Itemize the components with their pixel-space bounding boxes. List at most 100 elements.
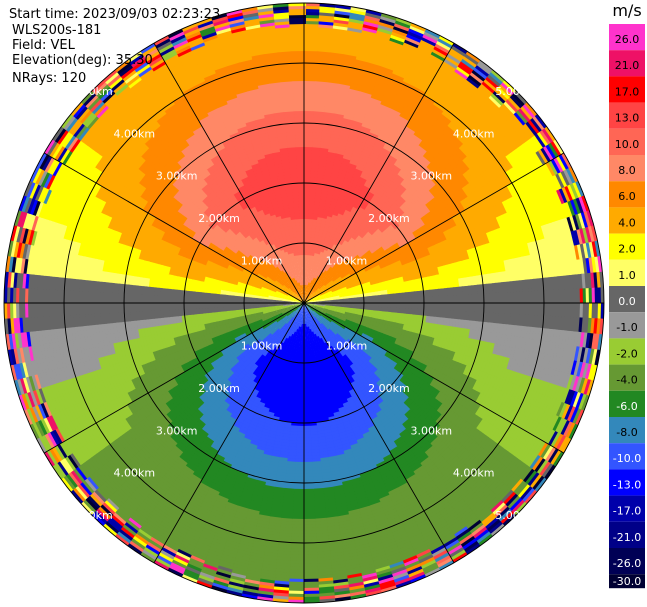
range-gate: [462, 104, 477, 117]
range-gate: [379, 184, 388, 192]
range-gate: [395, 61, 411, 71]
range-gate: [336, 177, 345, 184]
range-gate: [390, 222, 399, 230]
range-gate: [305, 293, 307, 298]
range-gate: [391, 149, 402, 158]
range-gate: [392, 229, 400, 237]
range-gate: [474, 110, 489, 124]
range-gate: [366, 204, 374, 212]
range-gate: [377, 74, 392, 83]
range-gate: [331, 124, 343, 131]
range-gate: [376, 138, 388, 146]
range-gate: [316, 287, 320, 291]
range-gate: [379, 170, 389, 178]
range-gate: [335, 98, 349, 104]
range-gate: [392, 70, 408, 79]
range-gate: [373, 143, 385, 152]
range-gate: [418, 102, 432, 113]
range-gate: [330, 130, 342, 136]
range-gate: [333, 19, 351, 25]
range-gate: [466, 119, 480, 133]
range-gate: [363, 76, 378, 84]
range-gate: [341, 185, 350, 192]
range-gate: [384, 142, 396, 151]
range-gate: [430, 159, 442, 171]
range-gate: [310, 290, 314, 294]
range-gate: [457, 63, 474, 76]
range-gate: [392, 164, 403, 173]
range-gate: [424, 151, 436, 162]
range-gate: [357, 159, 368, 167]
range-gate: [387, 171, 397, 180]
range-gate: [307, 236, 312, 241]
range-gate: [438, 115, 451, 127]
range-gate: [466, 76, 482, 90]
range-gate: [347, 24, 365, 31]
range-gate: [337, 141, 348, 147]
range-gate: [352, 117, 365, 124]
range-gate: [371, 207, 379, 215]
range-gate: [397, 56, 414, 66]
range-gate: [368, 59, 384, 67]
range-gate: [307, 284, 309, 289]
range-gate: [331, 127, 343, 134]
range-gate: [365, 70, 380, 79]
range-gate: [413, 202, 422, 212]
range-gate: [389, 195, 398, 204]
range-gate: [513, 112, 528, 128]
range-gate: [341, 214, 349, 221]
range-gate: [412, 192, 421, 202]
range-gate: [343, 114, 356, 121]
range-gate: [355, 108, 368, 116]
range-gate: [367, 212, 375, 220]
range-gate: [413, 165, 424, 175]
range-gate: [361, 122, 374, 130]
range-gate: [421, 70, 437, 81]
range-gate: [306, 298, 310, 302]
range-gate: [390, 34, 408, 44]
range-gate: [375, 33, 393, 42]
range-gate: [328, 63, 344, 70]
range-gate: [329, 57, 345, 64]
range-gate: [308, 257, 312, 262]
range-gate: [358, 156, 369, 164]
range-gate: [448, 156, 460, 168]
range-gate: [348, 18, 366, 25]
range-gate: [456, 66, 472, 79]
range-gate: [371, 47, 388, 56]
range-gate: [433, 45, 450, 58]
range-gate: [487, 74, 503, 89]
range-gate: [406, 141, 419, 151]
range-gate: [379, 18, 397, 27]
range-gate: [309, 188, 317, 193]
range-gate: [402, 77, 418, 88]
range-gate: [305, 290, 307, 295]
range-gate: [499, 105, 513, 120]
range-gate: [425, 132, 438, 143]
range-gate: [304, 65, 319, 70]
range-gate: [368, 188, 377, 196]
range-gate: [480, 124, 493, 138]
range-gate: [439, 164, 451, 176]
range-gate: [347, 94, 361, 101]
range-gate: [498, 126, 511, 141]
range-gate: [359, 38, 376, 46]
range-gate: [328, 142, 339, 148]
range-gate: [356, 182, 365, 189]
range-gate: [455, 91, 470, 104]
range-gate: [462, 56, 479, 69]
range-gate: [447, 123, 461, 135]
range-gate: [421, 155, 432, 166]
range-gate: [404, 75, 419, 85]
range-gate: [420, 121, 433, 132]
range-gate: [304, 293, 306, 298]
range-gate: [314, 289, 318, 293]
range-gate: [309, 194, 317, 199]
range-gate: [401, 202, 410, 212]
range-gate: [360, 32, 378, 40]
range-gate: [304, 257, 307, 262]
range-gate: [358, 131, 370, 139]
range-gate: [408, 139, 420, 149]
range-gate: [450, 98, 465, 111]
range-gate: [497, 107, 511, 122]
